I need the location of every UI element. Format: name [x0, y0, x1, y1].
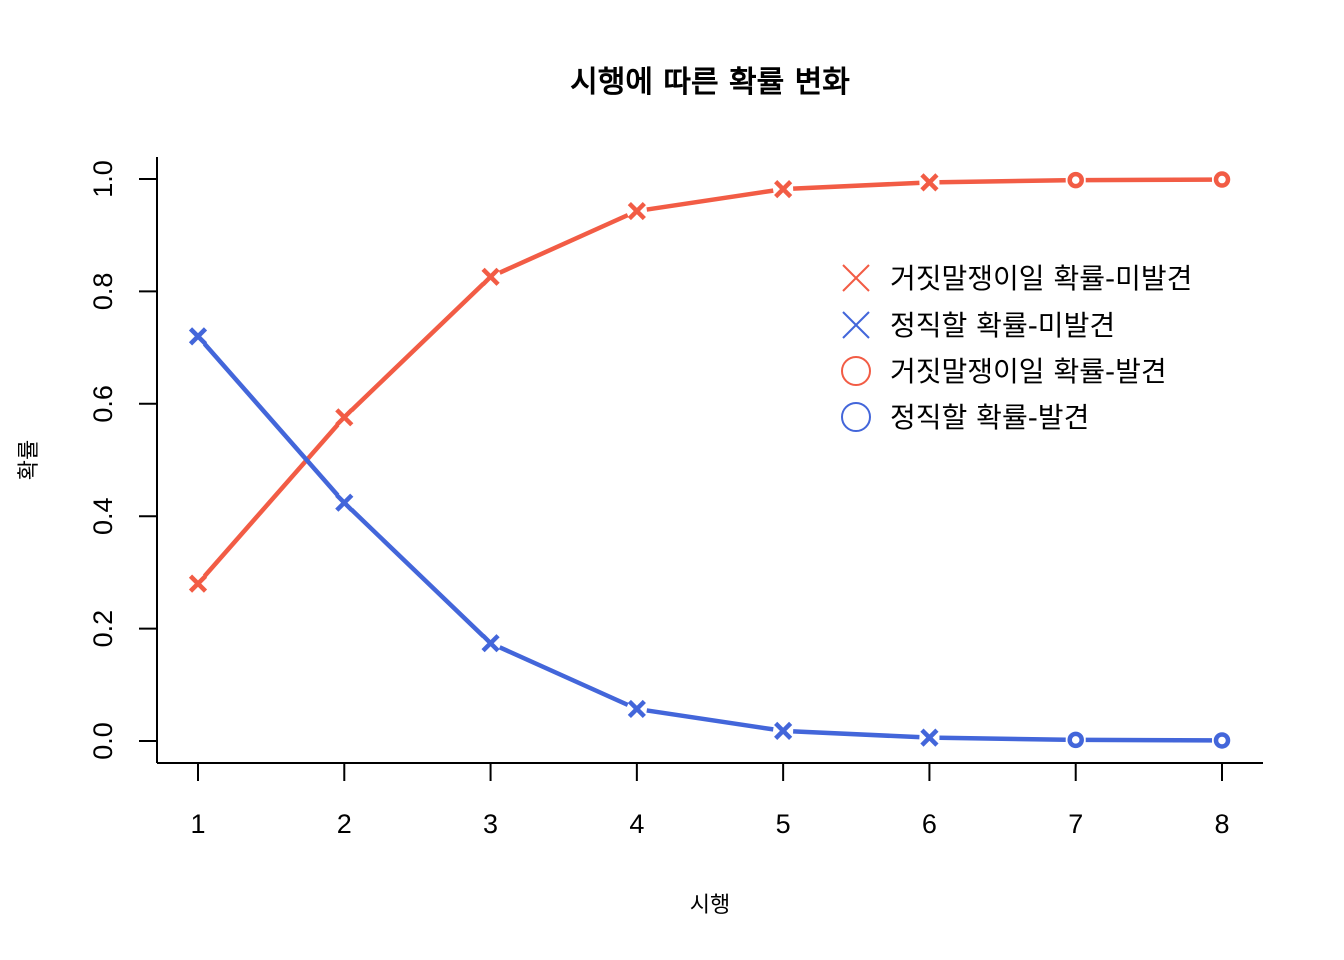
marker-stroke [627, 201, 646, 221]
series-line-segment [793, 180, 920, 191]
data-point-x-marker [627, 699, 646, 719]
data-point-circle-marker [1213, 732, 1231, 749]
legend-label: 정직할 확률-발견 [890, 401, 1089, 434]
y-ticks: 0.0 0.2 0.4 0.6 0.8 1.0 [88, 160, 157, 760]
x-tick-label: 7 [1068, 809, 1083, 839]
series-line-segment [939, 735, 1066, 742]
legend-x-marker [842, 311, 870, 339]
marker-stroke [774, 721, 793, 740]
series-liar [188, 171, 1231, 593]
data-point-x-marker [920, 728, 939, 747]
legend-label: 거짓말쟁이일 확률-발견 [890, 355, 1167, 388]
marker-stroke [774, 180, 793, 199]
legend-item: 거짓말쟁이일 확률-미발견 [842, 262, 1192, 295]
series-line-segment [498, 213, 629, 275]
marker-stroke [920, 173, 939, 192]
x-tick-label: 5 [776, 809, 791, 839]
data-point-x-marker [774, 721, 793, 740]
x-axis-label: 시행 [690, 893, 730, 918]
y-tick-label: 1.0 [88, 160, 118, 198]
x-tick-label: 3 [483, 809, 498, 839]
x-tick-label: 4 [629, 809, 644, 839]
y-tick-label: 0.2 [88, 610, 118, 648]
legend-item: 거짓말쟁이일 확률-발견 [841, 355, 1167, 388]
data-point-circle-marker [1067, 731, 1084, 749]
marker-stroke [481, 267, 500, 286]
legend-item: 정직할 확률-미발견 [842, 309, 1115, 342]
marker-stroke [842, 264, 870, 292]
data-point-x-marker [627, 201, 646, 221]
marker-stroke [335, 493, 354, 512]
y-tick-label: 0.0 [88, 722, 118, 760]
series-layer [188, 171, 1231, 749]
data-point-x-marker [920, 173, 939, 192]
series-line-segment [646, 188, 774, 212]
marker-stroke [188, 327, 208, 346]
axes [156, 157, 1263, 764]
legend-circle-marker [841, 356, 871, 386]
data-point-x-marker [188, 327, 208, 346]
series-line-segment [498, 645, 629, 707]
marker-stroke [627, 699, 646, 719]
data-point-x-marker [481, 267, 500, 286]
series-honest [188, 327, 1231, 749]
marker-stroke [481, 634, 500, 653]
x-tick-label: 6 [922, 809, 937, 839]
y-axis-label: 확률 [17, 440, 42, 480]
legend-item: 정직할 확률-발견 [841, 401, 1089, 434]
x-tick-label: 8 [1214, 809, 1229, 839]
legend-x-marker [842, 264, 870, 292]
data-point-circle-marker [1067, 171, 1084, 189]
series-line-segment [349, 282, 485, 412]
y-tick-label: 0.4 [88, 497, 118, 535]
y-tick-label: 0.6 [88, 385, 118, 423]
data-point-x-marker [335, 493, 354, 512]
series-line-segment [793, 729, 920, 740]
series-line-segment [939, 178, 1066, 185]
marker-stroke [335, 408, 354, 427]
data-point-x-marker [188, 574, 208, 593]
legend-label: 거짓말쟁이일 확률-미발견 [890, 262, 1192, 295]
series-line-segment [202, 423, 340, 578]
legend-label: 정직할 확률-미발견 [890, 309, 1115, 342]
chart-title: 시행에 따른 확률 변화 [570, 65, 850, 100]
data-point-x-marker [774, 180, 793, 199]
marker-stroke [188, 574, 208, 593]
y-tick-label: 0.8 [88, 273, 118, 311]
x-tick-label: 1 [190, 809, 205, 839]
series-line-segment [202, 342, 340, 497]
legend-circle-marker [841, 402, 871, 432]
x-ticks: 1 2 3 4 5 6 7 8 [190, 763, 1230, 839]
series-line-segment [349, 508, 485, 638]
marker-stroke [842, 311, 870, 339]
marker-stroke [920, 728, 939, 747]
x-tick-label: 2 [337, 809, 352, 839]
data-point-x-marker [335, 408, 354, 427]
series-line-segment [646, 708, 774, 732]
data-point-circle-marker [1213, 171, 1231, 188]
data-point-x-marker [481, 634, 500, 653]
